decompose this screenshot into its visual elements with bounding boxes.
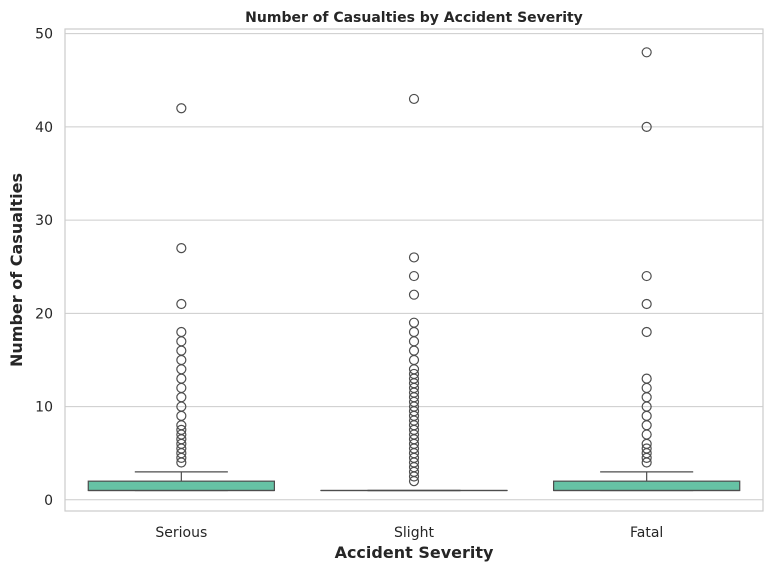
outlier-point-serious [176,373,187,384]
outlier-point-serious [176,424,187,435]
outlier-point-fatal [641,410,652,422]
x-tick-label-fatal: Fatal [630,525,663,541]
outlier-point-slight [408,336,420,347]
outlier-point-serious [176,382,187,394]
outlier-point-serious [176,392,187,403]
outlier-point-fatal [641,121,652,132]
outlier-point-serious [176,326,187,338]
x-tick-label-serious: Serious [155,525,207,541]
outlier-point-serious [176,354,187,366]
outlier-point-slight [408,252,420,263]
x-axis-label: Accident Severity [335,543,494,562]
x-tick-label-slight: Slight [394,525,434,541]
outlier-point-serious [176,103,187,114]
outlier-point-serious [176,242,187,254]
y-tick-label: 40 [35,120,53,136]
outlier-point-fatal [641,298,652,310]
y-tick-label: 10 [35,400,53,416]
y-tick-label: 30 [35,213,53,229]
y-tick-label: 50 [35,27,53,43]
outlier-point-fatal [641,382,652,394]
outlier-point-slight [408,345,420,356]
outlier-point-serious [176,410,187,422]
outlier-point-fatal [641,373,652,384]
plot-frame [64,28,764,512]
outlier-point-fatal [641,443,652,454]
y-axis-label: Number of Casualties [7,173,26,367]
y-tick-label: 0 [44,493,53,509]
outlier-point-fatal [641,420,652,431]
outlier-point-slight [408,354,420,366]
outlier-point-fatal [641,392,652,403]
outlier-point-fatal [641,326,652,338]
boxes [87,471,741,492]
outlier-point-slight [408,289,420,300]
outlier-point-fatal [641,429,652,440]
chart-title: Number of Casualties by Accident Severit… [245,10,583,26]
outlier-point-serious [176,336,187,347]
outliers [176,47,652,487]
outlier-point-slight [408,93,420,105]
box-iqr [87,480,276,492]
box-fatal [552,471,741,492]
grid-lines [65,33,763,501]
outlier-point-slight [408,317,420,328]
outlier-point-serious [176,298,187,310]
y-tick-label: 20 [35,306,53,322]
outlier-point-slight [408,368,420,380]
y-ticks: 0 10 20 30 40 50 [35,27,53,509]
outlier-point-serious [176,345,187,356]
x-ticks: Serious Slight Fatal [155,525,663,541]
outlier-point-slight [408,326,420,338]
outlier-point-fatal [641,270,652,282]
outlier-point-slight [408,270,420,282]
box-serious [87,471,276,492]
box-iqr [552,480,741,492]
outlier-point-fatal [641,47,652,58]
outlier-point-serious [176,364,187,375]
